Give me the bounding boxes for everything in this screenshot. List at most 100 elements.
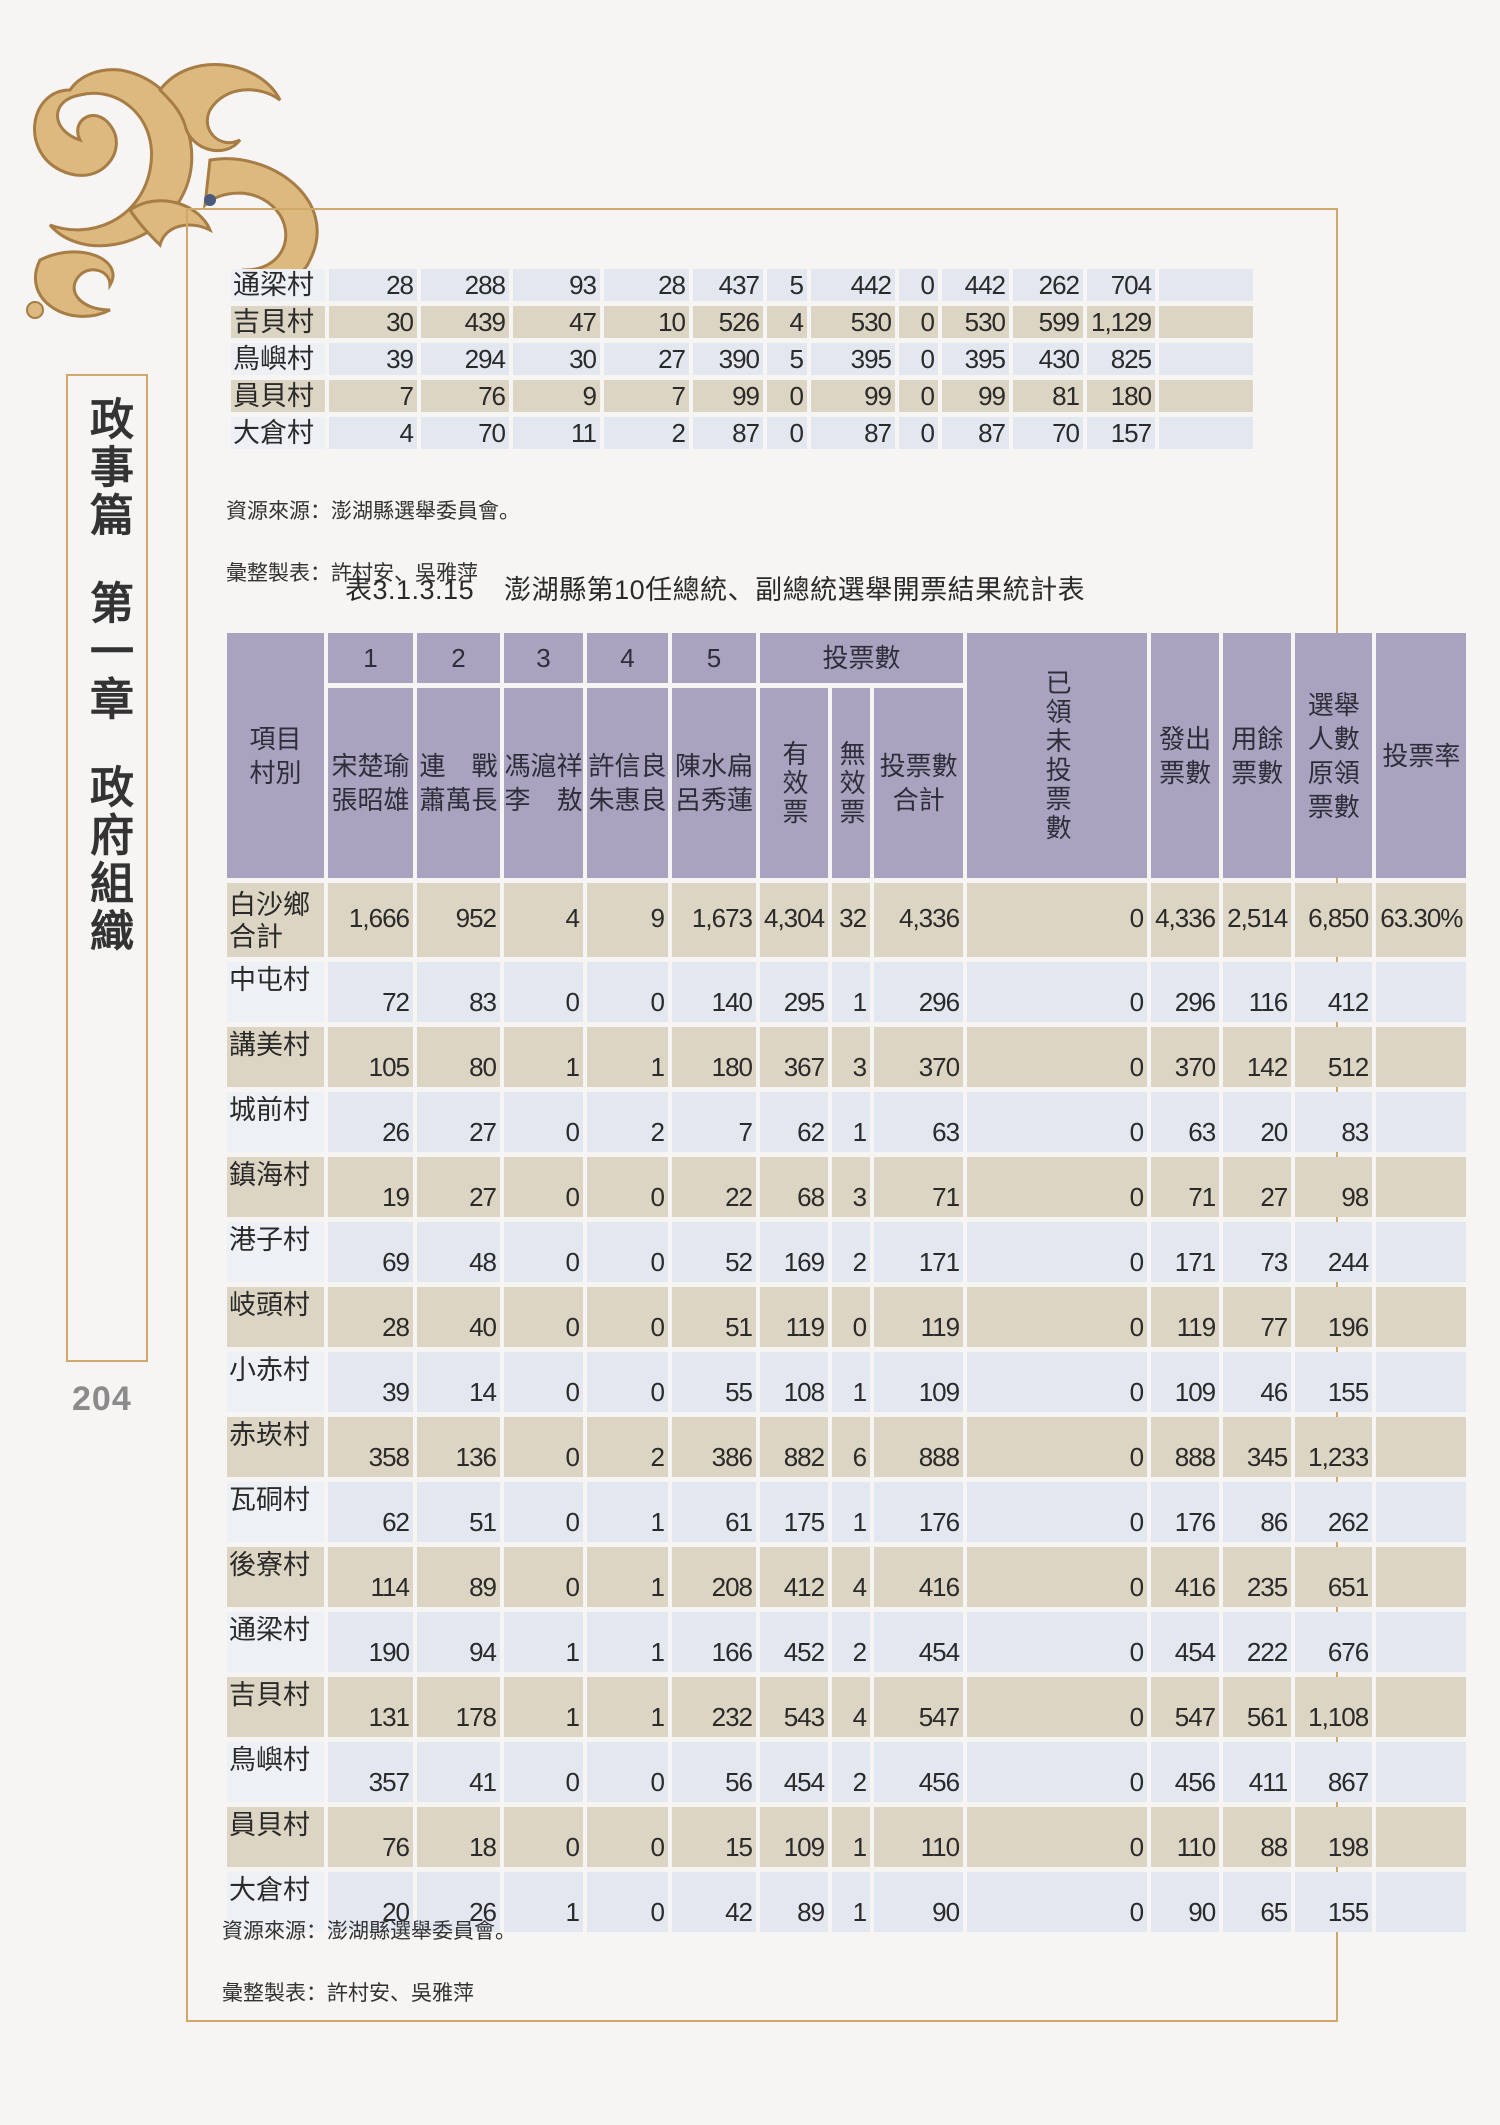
table-row: 吉貝村 131 178 1 1 232 543 4 547 0 547 561 1,108 bbox=[227, 1677, 1467, 1737]
table-row: 城前村 26 27 0 2 7 62 1 63 0 63 20 83 bbox=[227, 1092, 1467, 1152]
village-name: 中屯村 bbox=[227, 962, 324, 1022]
table-row: 大倉村 4 70 11 2 87 0 87 0 87 70 157 bbox=[231, 417, 1254, 449]
table-cell: 131 bbox=[328, 1677, 413, 1737]
table-cell: 70 bbox=[421, 417, 509, 449]
header-candidate-1: 宋楚瑜 張昭雄 bbox=[328, 688, 413, 878]
table-cell: 1 bbox=[504, 1872, 583, 1932]
village-name: 瓦硐村 bbox=[227, 1482, 324, 1542]
table-cell: 439 bbox=[421, 306, 509, 338]
table-cell: 395 bbox=[811, 343, 895, 375]
table-cell: 180 bbox=[1087, 380, 1156, 412]
table-row: 港子村 69 48 0 0 52 169 2 171 0 171 73 244 bbox=[227, 1222, 1467, 1282]
table-cell: 77 bbox=[1223, 1287, 1292, 1347]
table-cell: 0 bbox=[504, 1482, 583, 1542]
table-cell: 0 bbox=[587, 1872, 668, 1932]
table-cell: 3 bbox=[832, 1027, 871, 1087]
page-number: 204 bbox=[72, 1380, 132, 1418]
table-cell: 0 bbox=[967, 1222, 1148, 1282]
table-cell: 0 bbox=[504, 1157, 583, 1217]
table-cell: 0 bbox=[899, 417, 938, 449]
table-row: 中屯村 72 83 0 0 140 295 1 296 0 296 116 412 bbox=[227, 962, 1467, 1022]
table-cell: 0 bbox=[967, 1417, 1148, 1477]
village-name: 岐頭村 bbox=[227, 1287, 324, 1347]
table-cell: 176 bbox=[874, 1482, 964, 1542]
table-cell: 109 bbox=[1151, 1352, 1220, 1412]
table-cell: 110 bbox=[1151, 1807, 1220, 1867]
table-cell: 543 bbox=[760, 1677, 829, 1737]
table-cell bbox=[1376, 1807, 1467, 1867]
table-cell: 0 bbox=[967, 1742, 1148, 1802]
table-cell: 345 bbox=[1223, 1417, 1292, 1477]
table-cell: 55 bbox=[672, 1352, 756, 1412]
table-cell: 171 bbox=[874, 1222, 964, 1282]
table-cell: 42 bbox=[672, 1872, 756, 1932]
table-cell: 0 bbox=[504, 962, 583, 1022]
village-name: 後寮村 bbox=[227, 1547, 324, 1607]
header-num-3: 3 bbox=[504, 633, 583, 683]
table-cell bbox=[1376, 1027, 1467, 1087]
village-name: 員貝村 bbox=[231, 380, 325, 412]
table-cell bbox=[1159, 306, 1254, 338]
total-row: 白沙鄉 合計 1,666 952 4 9 1,673 4,304 32 4,336 0 4,336 2… bbox=[227, 883, 1467, 957]
table-cell: 888 bbox=[874, 1417, 964, 1477]
table-cell: 6 bbox=[832, 1417, 871, 1477]
table-cell: 10 bbox=[604, 306, 689, 338]
table-cell: 28 bbox=[328, 1287, 413, 1347]
table-title: 表3.1.3.15 澎湖縣第10任總統、副總統選舉開票結果統計表 bbox=[345, 568, 1085, 607]
table-cell: 5 bbox=[767, 269, 807, 301]
village-name: 大倉村 bbox=[231, 417, 325, 449]
table-cell: 41 bbox=[417, 1742, 500, 1802]
header-remaining: 用餘 票數 bbox=[1223, 633, 1292, 878]
table-cell: 1 bbox=[587, 1547, 668, 1607]
table-cell: 119 bbox=[760, 1287, 829, 1347]
table-cell: 1 bbox=[504, 1027, 583, 1087]
table-cell: 952 bbox=[417, 883, 500, 957]
table-cell: 0 bbox=[967, 1872, 1148, 1932]
table-cell: 651 bbox=[1295, 1547, 1373, 1607]
table-cell: 70 bbox=[1013, 417, 1083, 449]
table-cell: 0 bbox=[967, 1092, 1148, 1152]
table-cell: 882 bbox=[760, 1417, 829, 1477]
table-cell: 1,129 bbox=[1087, 306, 1156, 338]
table-cell: 196 bbox=[1295, 1287, 1373, 1347]
table-cell: 63 bbox=[1151, 1092, 1220, 1152]
table-cell: 442 bbox=[811, 269, 895, 301]
table-cell: 83 bbox=[1295, 1092, 1373, 1152]
table-cell bbox=[1376, 1742, 1467, 1802]
table-cell: 20 bbox=[1223, 1092, 1292, 1152]
table-cell: 99 bbox=[942, 380, 1009, 412]
table-cell: 2 bbox=[832, 1742, 871, 1802]
table-cell: 72 bbox=[328, 962, 413, 1022]
table-cell bbox=[1376, 1287, 1467, 1347]
table-cell: 0 bbox=[967, 1612, 1148, 1672]
table-cell: 208 bbox=[672, 1547, 756, 1607]
table-cell: 69 bbox=[328, 1222, 413, 1282]
table-row: 後寮村 114 89 0 1 208 412 4 416 0 416 235 651 bbox=[227, 1547, 1467, 1607]
header-num-1: 1 bbox=[328, 633, 413, 683]
table-cell: 452 bbox=[760, 1612, 829, 1672]
table-cell: 15 bbox=[672, 1807, 756, 1867]
table-cell: 0 bbox=[504, 1417, 583, 1477]
table-cell: 530 bbox=[811, 306, 895, 338]
table-cell: 1 bbox=[832, 1482, 871, 1542]
village-name: 通梁村 bbox=[231, 269, 325, 301]
table-cell: 430 bbox=[1013, 343, 1083, 375]
header-candidate-2: 連 戰 蕭萬長 bbox=[417, 688, 500, 878]
table-cell: 99 bbox=[811, 380, 895, 412]
table-cell: 30 bbox=[513, 343, 600, 375]
table-cell: 395 bbox=[942, 343, 1009, 375]
table-cell: 81 bbox=[1013, 380, 1083, 412]
table-cell: 76 bbox=[328, 1807, 413, 1867]
village-name: 港子村 bbox=[227, 1222, 324, 1282]
table-cell: 7 bbox=[329, 380, 417, 412]
table-cell: 48 bbox=[417, 1222, 500, 1282]
table-cell: 561 bbox=[1223, 1677, 1292, 1737]
table-cell: 87 bbox=[942, 417, 1009, 449]
table-cell: 1 bbox=[832, 1352, 871, 1412]
village-name: 吉貝村 bbox=[231, 306, 325, 338]
table-cell: 4 bbox=[329, 417, 417, 449]
table-cell: 0 bbox=[587, 1742, 668, 1802]
table-cell: 30 bbox=[329, 306, 417, 338]
table-cell: 39 bbox=[329, 343, 417, 375]
table-cell: 4 bbox=[504, 883, 583, 957]
